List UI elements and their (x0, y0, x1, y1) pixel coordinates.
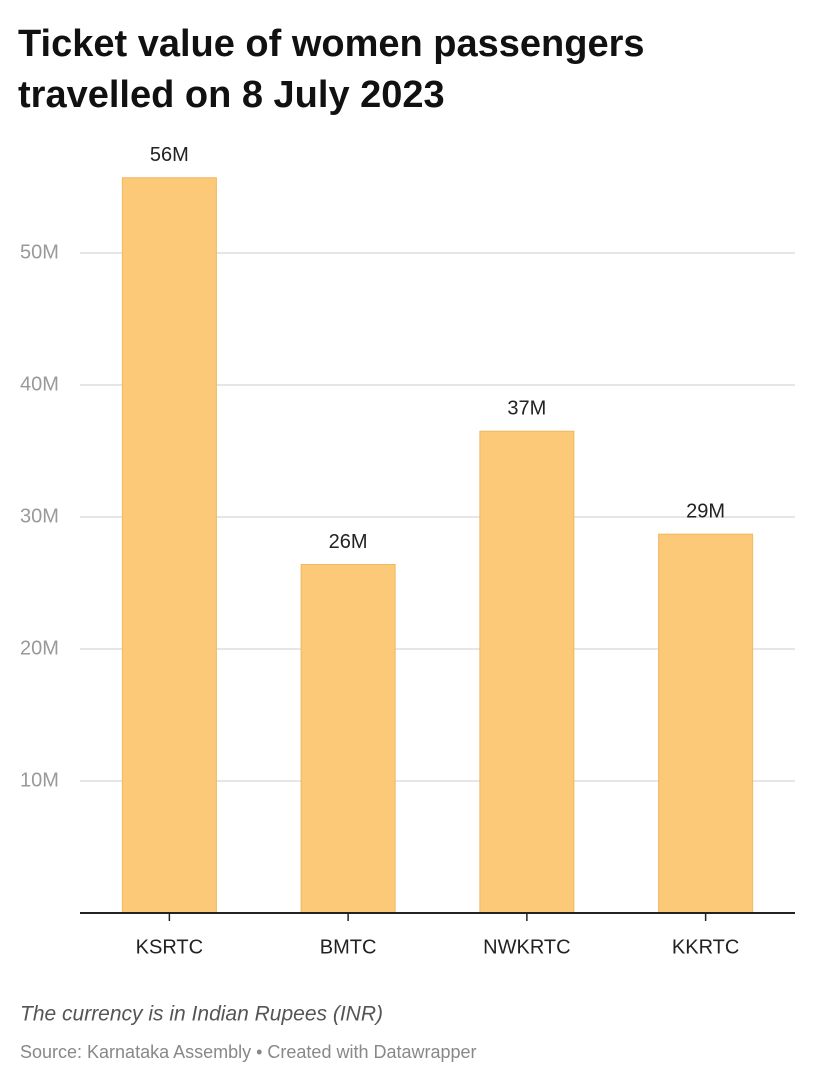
chart-title: Ticket value of women passengers (18, 23, 645, 65)
x-tick-label: NWKRTC (483, 936, 570, 958)
chart-title: travelled on 8 July 2023 (18, 74, 445, 116)
bar (658, 533, 754, 914)
x-tick-label: KSRTC (136, 936, 203, 958)
value-label: 26M (329, 531, 368, 553)
source: Source: Karnataka Assembly • Created wit… (20, 1042, 477, 1062)
y-tick-label: 50M (20, 241, 59, 263)
y-tick-label: 10M (20, 769, 59, 791)
value-label: 29M (686, 500, 725, 522)
x-tick-label: KKRTC (672, 936, 739, 958)
y-tick-label: 40M (20, 373, 59, 395)
bar (300, 564, 396, 914)
bar (479, 430, 575, 914)
y-tick-label: 30M (20, 505, 59, 527)
bar (121, 177, 217, 914)
x-tick-label: BMTC (320, 936, 377, 958)
y-tick-label: 20M (20, 637, 59, 659)
value-label: 56M (150, 144, 189, 166)
note: The currency is in Indian Rupees (INR) (20, 1003, 383, 1026)
value-label: 37M (507, 397, 546, 419)
